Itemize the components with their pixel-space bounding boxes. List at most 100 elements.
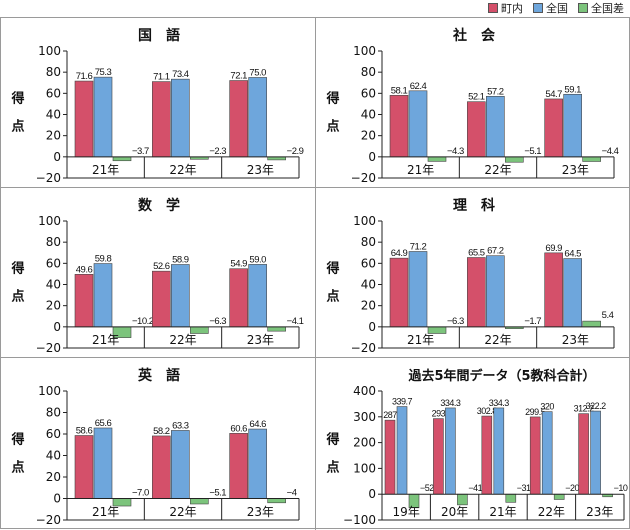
data-label-national-0-0: 75.3 — [95, 67, 112, 78]
bar-national-0-0 — [93, 76, 113, 158]
data-label-national-4-1: 63.3 — [172, 420, 189, 431]
bar-national-0-1 — [171, 78, 190, 158]
bar-national-2-0 — [93, 263, 113, 328]
data-label-difference-5-1: −41.3 — [468, 483, 489, 493]
data-label-town-2-1: 52.6 — [153, 261, 170, 272]
bar-difference-2-2 — [267, 326, 286, 332]
y-tick-label-1-3: 40 — [361, 108, 376, 122]
bar-national-5-2 — [493, 407, 505, 495]
category-label-3-0: 21年 — [407, 333, 434, 347]
bar-town-5-1 — [433, 418, 444, 495]
bar-national-3-2 — [563, 258, 582, 328]
legend-label-town: 町内 — [501, 2, 523, 15]
category-label-0-2: 23年 — [247, 163, 274, 177]
y-tick-label-2-1: 80 — [46, 235, 61, 249]
bar-national-3-1 — [486, 255, 505, 328]
bar-town-1-0 — [389, 95, 409, 158]
y-axis-label-char-1-0: 得 — [325, 91, 339, 107]
data-label-difference-5-4: −10 — [614, 483, 628, 493]
y-tick-label-1-5: 0 — [368, 150, 376, 164]
legend-swatch-town — [488, 3, 498, 13]
chart-svg-4: 英 語得点得点100806040200−2058.665.6−7.021年58.… — [10, 367, 300, 527]
y-axis-label-3: 得点 — [333, 188, 335, 189]
data-label-national-5-0: 339.7 — [392, 397, 413, 407]
bar-town-3-0 — [389, 257, 409, 328]
data-label-difference-5-3: −20.5 — [565, 483, 586, 493]
category-label-1-2: 23年 — [562, 163, 589, 177]
data-label-difference-3-0: −6.3 — [447, 316, 464, 327]
bar-town-1-2 — [544, 98, 563, 158]
data-label-national-3-1: 67.2 — [487, 246, 504, 257]
bar-national-4-2 — [248, 428, 267, 499]
y-tick-label-0-3: 40 — [46, 108, 61, 122]
chart-title-0: 国 語 — [138, 27, 180, 44]
y-axis-label-char-4-1: 点 — [11, 460, 24, 476]
data-label-national-1-2: 59.1 — [564, 84, 581, 95]
chart-svg-3: 理 科得点得点100806040200−2064.971.2−6.321年65.… — [325, 188, 615, 355]
data-label-difference-0-0: −3.7 — [132, 146, 149, 157]
y-tick-label-3-1: 80 — [361, 235, 376, 249]
category-label-2-1: 22年 — [169, 333, 196, 347]
bar-difference-0-0 — [112, 156, 132, 162]
y-axis-label-char-3-0: 得 — [325, 261, 339, 277]
y-tick-label-3-4: 20 — [361, 299, 376, 313]
data-label-town-3-0: 64.9 — [391, 248, 408, 259]
data-label-national-1-0: 62.4 — [410, 81, 427, 92]
bar-national-2-2 — [248, 264, 267, 328]
bar-town-5-3 — [529, 416, 541, 495]
y-axis-label-char-0-1: 点 — [11, 119, 24, 135]
y-tick-label-0-2: 60 — [46, 86, 61, 100]
data-label-difference-1-1: −5.1 — [524, 146, 541, 157]
y-tick-label-3-5: 0 — [368, 320, 376, 334]
y-axis-label-char-5-0: 得 — [325, 432, 339, 448]
bar-town-2-1 — [152, 270, 171, 328]
bar-town-0-0 — [74, 80, 94, 158]
data-label-town-1-0: 58.1 — [391, 85, 408, 96]
y-tick-label-4-5: 0 — [53, 492, 61, 506]
bar-difference-3-2 — [582, 320, 601, 328]
panel-science: 理 科得点得点 100 80 60 40 20 0 −20 64.9 71.2 −6.3 21年 65.… — [316, 188, 630, 358]
legend: 町内 全国 全国差 — [488, 0, 624, 16]
category-label-4-2: 23年 — [247, 505, 274, 519]
y-tick-label-5-5: −100 — [343, 513, 376, 527]
data-label-town-5-1: 293 — [432, 409, 446, 419]
panel-math: 数 学得点得点 100 80 60 40 20 0 −20 49.6 59.8 −10.2 21年 52… — [1, 188, 316, 358]
y-axis-label-5: 得点 — [333, 358, 335, 359]
y-tick-label-1-6: −20 — [351, 171, 376, 185]
category-label-1-1: 22年 — [484, 163, 511, 177]
data-label-town-2-2: 54.9 — [230, 259, 247, 270]
category-label-5-1: 20年 — [441, 505, 468, 519]
data-label-national-3-2: 64.5 — [564, 249, 581, 260]
category-label-4-1: 22年 — [169, 505, 196, 519]
y-tick-label-2-5: 0 — [53, 320, 61, 334]
bar-national-5-1 — [445, 407, 456, 495]
bar-difference-4-1 — [190, 498, 209, 505]
category-label-0-0: 21年 — [92, 163, 119, 177]
chart-title-2: 数 学 — [138, 197, 180, 214]
data-label-national-5-4: 322.2 — [586, 401, 607, 411]
y-tick-label-4-3: 40 — [46, 449, 61, 463]
data-label-difference-3-2: 5.4 — [602, 310, 614, 321]
bar-difference-1-1 — [505, 156, 524, 163]
y-axis-label-char-4-0: 得 — [10, 432, 24, 448]
y-tick-label-5-0: 400 — [353, 384, 376, 398]
category-label-5-4: 23年 — [586, 505, 613, 519]
data-label-town-3-1: 65.5 — [468, 248, 485, 259]
data-label-national-2-2: 59.0 — [249, 254, 266, 265]
bar-difference-5-1 — [457, 493, 468, 506]
data-label-difference-4-2: −4 — [287, 488, 297, 499]
data-label-national-5-2: 334.3 — [489, 398, 510, 408]
y-tick-label-0-1: 80 — [46, 65, 61, 79]
bar-town-2-2 — [229, 268, 248, 328]
category-label-3-2: 23年 — [562, 333, 589, 347]
bar-difference-4-2 — [267, 498, 286, 504]
data-label-national-2-1: 58.9 — [172, 254, 189, 265]
y-axis-label-char-2-0: 得 — [10, 261, 24, 277]
chart-svg-2: 数 学得点得点100806040200−2049.659.8−10.221年52… — [10, 197, 304, 355]
data-label-town-3-2: 69.9 — [545, 243, 562, 254]
category-label-3-1: 22年 — [484, 333, 511, 347]
legend-label-difference: 全国差 — [591, 2, 624, 15]
data-label-town-4-1: 58.2 — [153, 426, 170, 437]
category-label-2-2: 23年 — [247, 333, 274, 347]
